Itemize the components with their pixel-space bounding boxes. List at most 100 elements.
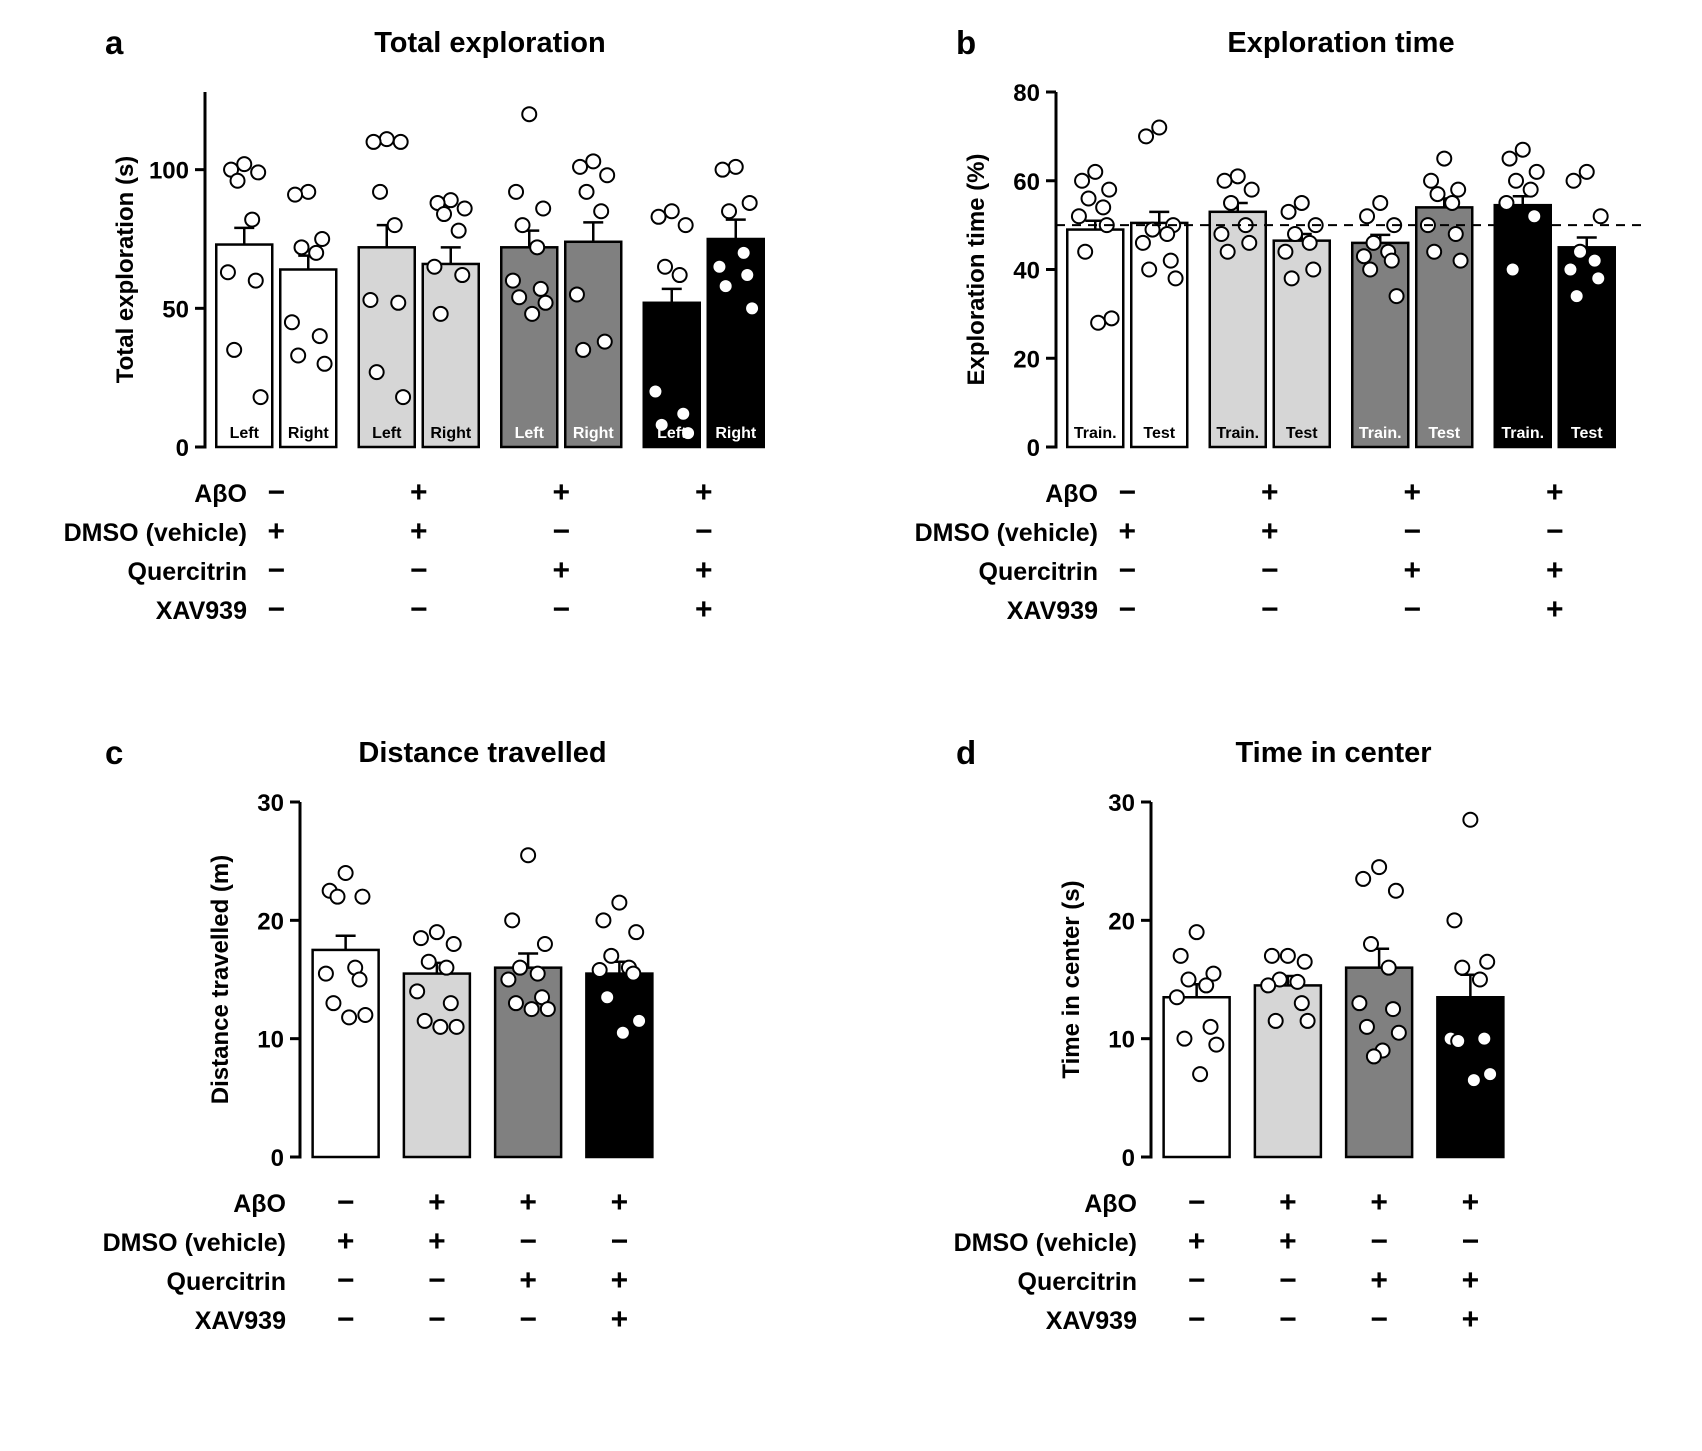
data-point bbox=[1101, 181, 1118, 198]
data-point bbox=[727, 158, 744, 175]
data-point bbox=[1423, 172, 1440, 189]
treatment-symbol: + bbox=[611, 1186, 629, 1219]
bar-label: Right bbox=[288, 425, 330, 442]
bar-label: Train. bbox=[1359, 425, 1402, 442]
data-point bbox=[721, 203, 738, 220]
data-point bbox=[1358, 1018, 1375, 1035]
data-point bbox=[386, 217, 403, 234]
data-point bbox=[714, 161, 731, 178]
treatment-symbol: − bbox=[1403, 515, 1421, 548]
bar bbox=[1208, 210, 1267, 449]
data-point bbox=[432, 1018, 449, 1035]
data-point bbox=[372, 183, 389, 200]
data-point bbox=[252, 389, 269, 406]
data-point bbox=[1172, 947, 1189, 964]
treatment-symbol: + bbox=[552, 476, 570, 509]
data-point bbox=[1450, 1033, 1467, 1050]
treatment-symbol: + bbox=[519, 1264, 537, 1297]
y-tick-label: 20 bbox=[257, 908, 284, 935]
data-point bbox=[456, 200, 473, 217]
y-axis-label: Time in center (s) bbox=[1058, 880, 1085, 1078]
data-point bbox=[1159, 226, 1176, 242]
data-point bbox=[1447, 226, 1464, 242]
treatment-symbol: + bbox=[611, 1303, 629, 1336]
data-point bbox=[532, 280, 549, 297]
data-point bbox=[1277, 243, 1294, 260]
bar-label: Right bbox=[715, 425, 757, 442]
data-point bbox=[1162, 252, 1179, 269]
data-point bbox=[1167, 270, 1184, 287]
treatment-row-label: XAV939 bbox=[1046, 1307, 1137, 1335]
data-point bbox=[1508, 172, 1525, 189]
bar-label: Left bbox=[657, 425, 687, 442]
data-point bbox=[1498, 194, 1515, 211]
treatment-symbol: + bbox=[1546, 476, 1564, 509]
data-point bbox=[1289, 973, 1306, 990]
treatment-symbol: − bbox=[519, 1225, 537, 1258]
bar bbox=[1415, 206, 1474, 449]
treatment-symbol: − bbox=[1118, 593, 1136, 626]
panel-title: Time in center bbox=[1235, 737, 1431, 769]
y-tick-label: 80 bbox=[1013, 80, 1040, 107]
data-point bbox=[290, 347, 307, 364]
y-axis-label: Exploration time (%) bbox=[963, 153, 990, 385]
panel-b: b Exploration time 0 20 40 60 80 Exploration ti… bbox=[851, 12, 1702, 712]
data-point bbox=[1087, 163, 1104, 180]
treatment-symbol: + bbox=[1403, 554, 1421, 587]
data-point bbox=[539, 1001, 556, 1018]
data-point bbox=[1365, 234, 1382, 251]
data-point bbox=[1208, 1036, 1225, 1053]
data-point bbox=[357, 1007, 374, 1023]
data-point bbox=[392, 133, 409, 150]
panel-letter: d bbox=[956, 734, 976, 771]
treatment-symbol: − bbox=[552, 593, 570, 626]
panel-chart: c Distance travelled 0 10 20 30 Distance trave… bbox=[103, 734, 654, 1336]
data-point bbox=[341, 1009, 358, 1026]
treatment-symbol: + bbox=[1261, 476, 1279, 509]
treatment-symbol: + bbox=[1279, 1225, 1297, 1258]
treatment-row-label: DMSO (vehicle) bbox=[915, 519, 1098, 547]
data-point bbox=[1482, 1066, 1499, 1083]
y-axis-label: Distance travelled (m) bbox=[207, 855, 234, 1104]
bar-label: Left bbox=[230, 425, 260, 442]
data-point bbox=[1565, 172, 1582, 189]
data-point bbox=[535, 200, 552, 217]
bar-label: Train. bbox=[1501, 425, 1544, 442]
data-point bbox=[680, 425, 697, 442]
treatment-symbol: + bbox=[1462, 1303, 1480, 1336]
data-point bbox=[1192, 1066, 1209, 1083]
data-point bbox=[1371, 859, 1388, 876]
treatment-symbol: − bbox=[1403, 593, 1421, 626]
data-point bbox=[1213, 226, 1230, 242]
data-point bbox=[536, 936, 553, 952]
treatment-symbol: − bbox=[337, 1303, 355, 1336]
data-point bbox=[1387, 882, 1404, 899]
data-point bbox=[614, 1024, 631, 1041]
data-point bbox=[529, 239, 546, 256]
data-point bbox=[250, 164, 267, 181]
treatment-symbol: − bbox=[337, 1186, 355, 1219]
data-point bbox=[575, 341, 592, 358]
data-point bbox=[1180, 971, 1197, 988]
treatment-symbol: − bbox=[1279, 1264, 1297, 1297]
data-point bbox=[420, 953, 437, 970]
y-tick-label: 100 bbox=[149, 158, 189, 185]
data-point bbox=[1383, 252, 1400, 269]
treatment-symbol: − bbox=[267, 554, 285, 587]
data-point bbox=[450, 222, 467, 239]
data-point bbox=[1090, 314, 1107, 331]
y-tick-label: 0 bbox=[271, 1145, 284, 1172]
data-point bbox=[1522, 181, 1539, 198]
data-point bbox=[1528, 163, 1545, 180]
data-point bbox=[1590, 270, 1607, 287]
data-point bbox=[365, 133, 382, 150]
panel-chart: b Exploration time 0 20 40 60 80 Exploration ti… bbox=[915, 24, 1644, 626]
treatment-symbol: − bbox=[1188, 1186, 1206, 1219]
data-point bbox=[500, 971, 517, 988]
bar-label: Train. bbox=[1074, 425, 1117, 442]
data-point bbox=[537, 294, 554, 311]
panel-a: a Total exploration 0 50 100 Total exploratio… bbox=[0, 12, 851, 712]
data-point bbox=[735, 244, 752, 261]
data-point bbox=[1454, 959, 1471, 976]
bar-label: Test bbox=[1286, 425, 1318, 442]
